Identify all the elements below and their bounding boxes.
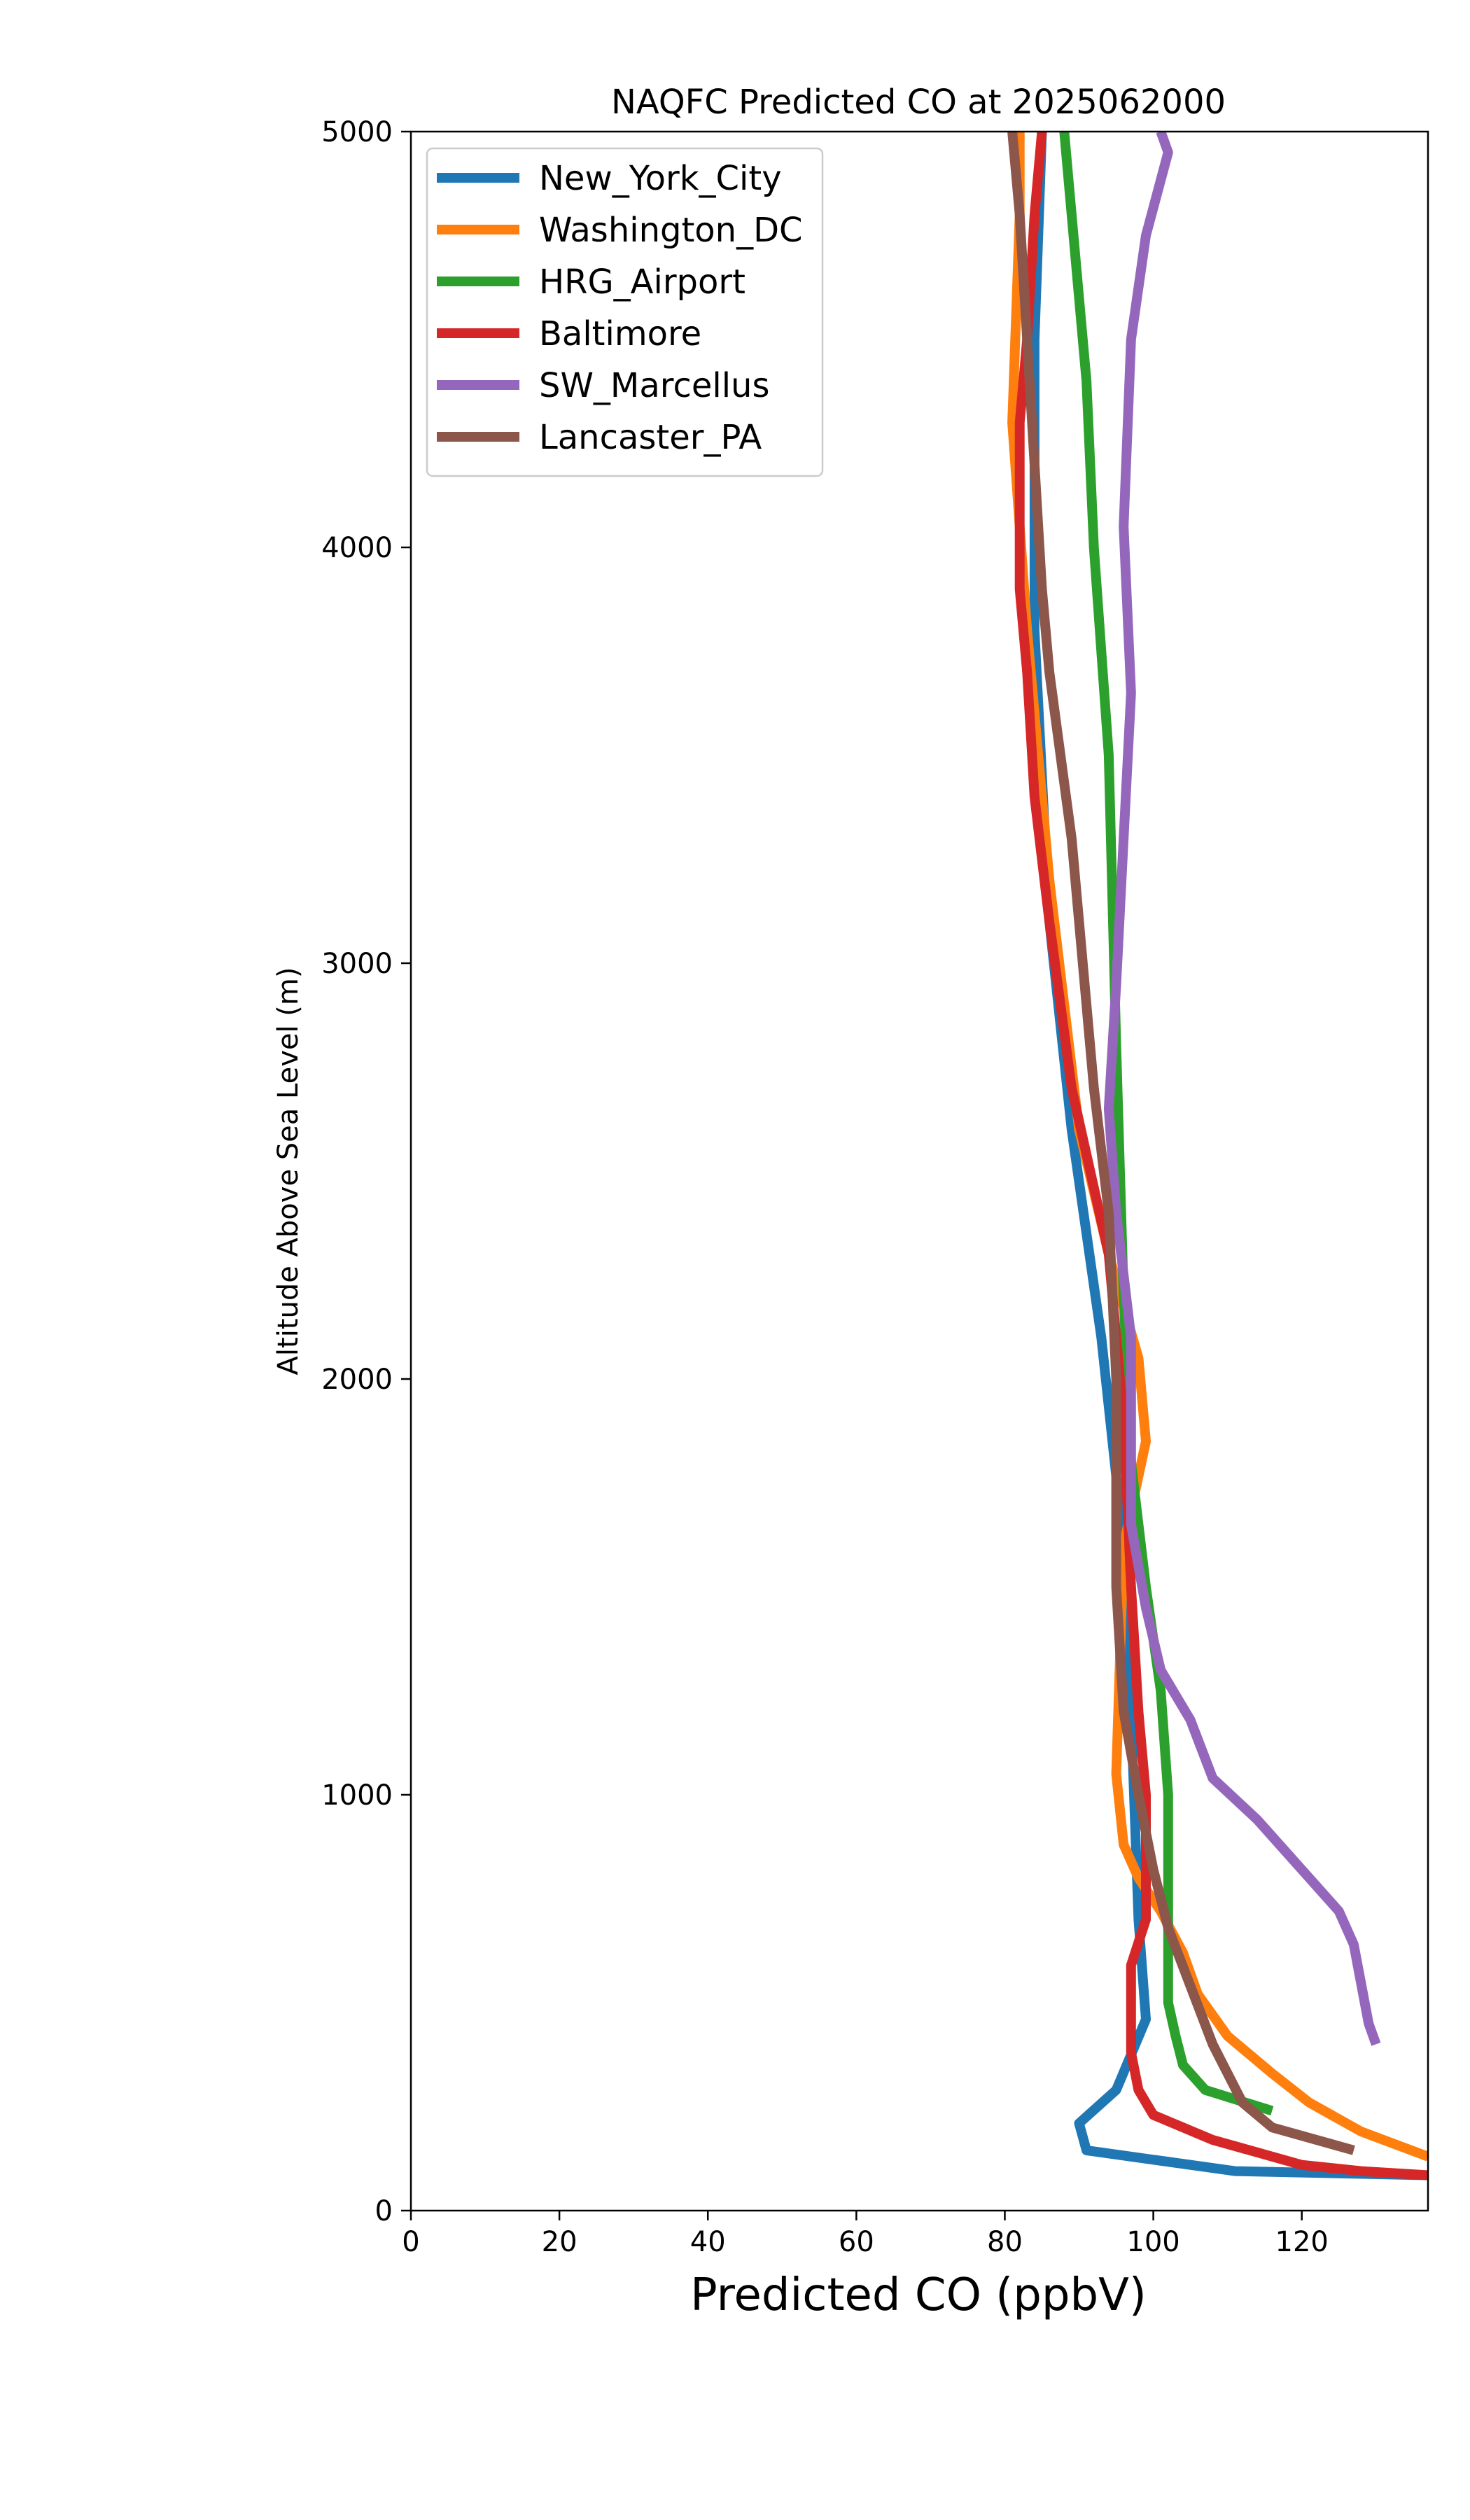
- x-tick-label: 0: [402, 2226, 419, 2258]
- y-tick-label: 1000: [321, 1779, 393, 1812]
- x-tick-label: 80: [987, 2226, 1023, 2258]
- y-axis-label: Altitude Above Sea Level (m): [272, 967, 304, 1376]
- y-tick-label: 4000: [321, 532, 393, 564]
- x-tick-label: 120: [1275, 2226, 1329, 2258]
- legend-label-Washington_DC: Washington_DC: [539, 211, 803, 250]
- series-line-SW_Marcellus: [1103, 132, 1381, 2046]
- x-tick-label: 100: [1126, 2226, 1180, 2258]
- legend-label-SW_Marcellus: SW_Marcellus: [539, 366, 769, 405]
- plot-frame: [410, 130, 1429, 2212]
- x-tick-label: 40: [690, 2226, 726, 2258]
- x-tick-label: 60: [839, 2226, 874, 2258]
- y-tick-label: 5000: [321, 116, 393, 148]
- y-axis: 0 1000 2000 3000 4000 5000: [321, 116, 411, 2227]
- legend: New_York_City Washington_DC HRG_Airport Bal…: [426, 147, 824, 477]
- series-layer: [1007, 132, 1428, 2180]
- legend-label-Lancaster_PA: Lancaster_PA: [539, 418, 762, 457]
- legend-label-HRG_Airport: HRG_Airport: [539, 262, 746, 302]
- legend-label-Baltimore: Baltimore: [539, 314, 701, 354]
- x-tick-label: 20: [542, 2226, 578, 2258]
- legend-label-New_York_City: New_York_City: [539, 159, 782, 198]
- x-axis: 0 20 40 60 80 100 120: [402, 2211, 1329, 2258]
- y-tick-label: 3000: [321, 948, 393, 980]
- legend-box: [426, 147, 824, 477]
- series-line-Lancaster_PA: [1007, 132, 1355, 2155]
- y-tick-label: 0: [375, 2195, 393, 2227]
- series-line-Washington_DC: [1007, 132, 1428, 2162]
- chart-title: NAQFC Predicted CO at 2025062000: [611, 83, 1226, 122]
- x-axis-label: Predicted CO (ppbV): [690, 2269, 1147, 2321]
- series-line-Baltimore: [1014, 132, 1428, 2180]
- y-tick-label: 2000: [321, 1364, 393, 1396]
